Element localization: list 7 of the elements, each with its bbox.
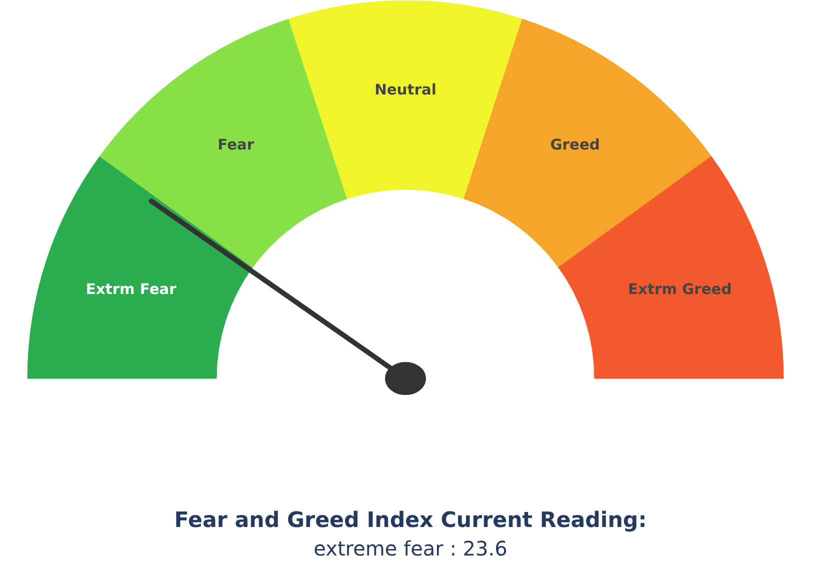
slice-label: Fear bbox=[218, 136, 255, 154]
slice-label: Extrm Greed bbox=[628, 280, 732, 298]
slice-label: Extrm Fear bbox=[86, 280, 178, 298]
slice-label: Greed bbox=[550, 136, 600, 154]
slice-label: Neutral bbox=[374, 82, 436, 98]
text: Fear and Greed Index Current Reading: bbox=[174, 508, 647, 533]
text: extreme fear : 23.6 bbox=[314, 536, 508, 560]
